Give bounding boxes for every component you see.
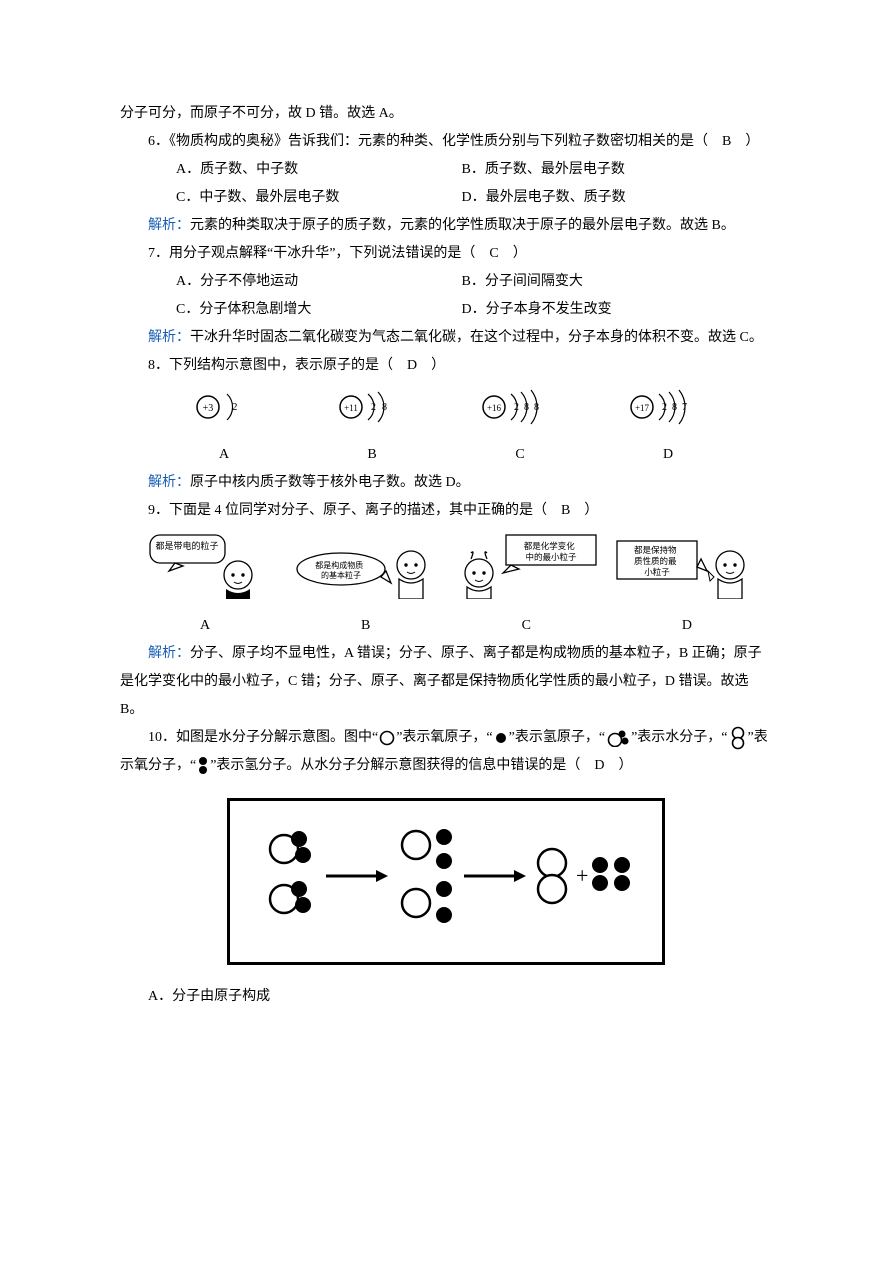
q8-atom-d: +17 2 8 7 D bbox=[594, 388, 742, 469]
q10-diagram: + bbox=[227, 798, 665, 965]
svg-text:+11: +11 bbox=[344, 403, 358, 413]
q9-analysis: 解析：分子、原子均不显电性，A 错误；分子、原子、离子都是构成物质的基本粒子，B… bbox=[120, 640, 772, 724]
q6-options-row1: A．质子数、中子数 B．质子数、最外层电子数 bbox=[120, 156, 772, 184]
oxygen-molecule-icon bbox=[729, 726, 747, 750]
q9-analysis-text: 分子、原子均不显电性，A 错误；分子、原子、离子都是构成物质的基本粒子，B 正确… bbox=[120, 646, 762, 717]
svg-text:7: 7 bbox=[682, 402, 687, 413]
student-icon: 都是保持物 质性质的最 小粒子 bbox=[612, 529, 762, 599]
svg-text:8: 8 bbox=[382, 402, 387, 413]
q7-stem: 7．用分子观点解释“干冰升华”，下列说法错误的是（ C ） bbox=[120, 240, 772, 268]
atom-diagram-icon: +17 2 8 7 bbox=[628, 388, 708, 426]
q10-stem-3: ”表示氢原子，“ bbox=[509, 730, 605, 745]
q8-analysis: 解析：原子中核内质子数等于核外电子数。故选 D。 bbox=[120, 469, 772, 497]
q9-student-c: 都是化学变化 中的最小粒子 C bbox=[451, 529, 601, 640]
intro-tail: 分子可分，而原子不可分，故 D 错。故选 A。 bbox=[120, 100, 772, 128]
svg-text:2: 2 bbox=[232, 401, 238, 413]
q10-diagram-wrap: + bbox=[120, 798, 772, 965]
q8-analysis-text: 原子中核内质子数等于核外电子数。故选 D。 bbox=[190, 475, 470, 490]
q10-stem-2: ”表示氧原子，“ bbox=[396, 730, 492, 745]
svg-text:8: 8 bbox=[534, 402, 539, 413]
svg-text:都是化学变化 中的最小粒子: 都是化学变化 中的最小粒子 bbox=[524, 538, 579, 562]
svg-text:2: 2 bbox=[662, 402, 667, 413]
q8-atom-a: +3 2 A bbox=[150, 388, 298, 469]
q9-student-a: 都是带电的粒子 A bbox=[130, 529, 280, 640]
q7-analysis: 解析：干冰升华时固态二氧化碳变为气态二氧化碳，在这个过程中，分子本身的体积不变。… bbox=[120, 324, 772, 352]
q8-label-a: A bbox=[150, 441, 298, 469]
q9-label-a: A bbox=[130, 612, 280, 640]
atom-diagram-icon: +3 2 bbox=[194, 388, 254, 426]
q9-students-row: 都是带电的粒子 A 都是构成物质 的基本粒子 bbox=[120, 525, 772, 640]
student-icon: 都是构成物质 的基本粒子 bbox=[291, 529, 441, 599]
q7-opt-b: B．分子间间隔变大 bbox=[462, 274, 583, 289]
oxygen-atom-icon bbox=[379, 730, 395, 746]
q8-label-b: B bbox=[298, 441, 446, 469]
q7-options-row2: C．分子体积急剧增大 D．分子本身不发生改变 bbox=[120, 296, 772, 324]
q6-analysis: 解析：元素的种类取决于原子的质子数，元素的化学性质取决于原子的最外层电子数。故选… bbox=[120, 212, 772, 240]
hydrogen-molecule-icon bbox=[197, 756, 209, 776]
q7-options-row1: A．分子不停地运动 B．分子间间隔变大 bbox=[120, 268, 772, 296]
svg-text:8: 8 bbox=[524, 402, 529, 413]
q7-opt-d: D．分子本身不发生改变 bbox=[462, 302, 612, 317]
q7-opt-c: C．分子体积急剧增大 bbox=[148, 296, 458, 324]
analysis-label: 解析： bbox=[148, 330, 190, 345]
svg-text:2: 2 bbox=[371, 402, 376, 413]
q8-atom-b: +11 2 8 B bbox=[298, 388, 446, 469]
student-icon: 都是带电的粒子 bbox=[130, 529, 280, 599]
q8-label-d: D bbox=[594, 441, 742, 469]
svg-text:都是带电的粒子: 都是带电的粒子 bbox=[155, 540, 218, 551]
q6-opt-d: D．最外层电子数、质子数 bbox=[462, 190, 626, 205]
student-icon: 都是化学变化 中的最小粒子 bbox=[451, 529, 601, 599]
q9-label-d: D bbox=[612, 612, 762, 640]
q6-options-row2: C．中子数、最外层电子数 D．最外层电子数、质子数 bbox=[120, 184, 772, 212]
water-decomposition-diagram: + bbox=[256, 821, 636, 931]
q8-stem: 8．下列结构示意图中，表示原子的是（ D ） bbox=[120, 352, 772, 380]
q6-opt-b: B．质子数、最外层电子数 bbox=[462, 162, 625, 177]
q6-opt-c: C．中子数、最外层电子数 bbox=[148, 184, 458, 212]
q9-stem: 9．下面是 4 位同学对分子、原子、离子的描述，其中正确的是（ B ） bbox=[120, 497, 772, 525]
svg-text:2: 2 bbox=[514, 402, 519, 413]
svg-text:8: 8 bbox=[672, 402, 677, 413]
svg-text:+: + bbox=[576, 863, 588, 888]
q9-student-b: 都是构成物质 的基本粒子 B bbox=[291, 529, 441, 640]
q7-opt-a: A．分子不停地运动 bbox=[148, 268, 458, 296]
q6-opt-a: A．质子数、中子数 bbox=[148, 156, 458, 184]
q9-label-c: C bbox=[451, 612, 601, 640]
hydrogen-atom-icon bbox=[494, 731, 508, 745]
q6-stem: 6．《物质构成的奥秘》告诉我们：元素的种类、化学性质分别与下列粒子数密切相关的是… bbox=[120, 128, 772, 156]
q10-stem-4: ”表示水分子，“ bbox=[631, 730, 727, 745]
q8-atoms-row: +3 2 A +11 2 8 B +16 bbox=[120, 380, 772, 469]
q10-opt-a: A．分子由原子构成 bbox=[120, 983, 772, 1011]
svg-text:都是构成物质 的基本粒子: 都是构成物质 的基本粒子 bbox=[315, 557, 367, 580]
q8-atom-c: +16 2 8 8 C bbox=[446, 388, 594, 469]
water-molecule-icon bbox=[606, 729, 630, 747]
svg-text:+3: +3 bbox=[203, 403, 214, 414]
q7-analysis-text: 干冰升华时固态二氧化碳变为气态二氧化碳，在这个过程中，分子本身的体积不变。故选 … bbox=[190, 330, 763, 345]
q9-student-d: 都是保持物 质性质的最 小粒子 D bbox=[612, 529, 762, 640]
q8-label-c: C bbox=[446, 441, 594, 469]
analysis-label: 解析： bbox=[148, 646, 190, 661]
svg-text:+17: +17 bbox=[635, 403, 650, 413]
q10-stem-6: ”表示氢分子。从水分子分解示意图获得的信息中错误的是（ D ） bbox=[210, 758, 632, 773]
analysis-label: 解析： bbox=[148, 475, 190, 490]
svg-text:+16: +16 bbox=[487, 403, 502, 413]
atom-diagram-icon: +16 2 8 8 bbox=[480, 388, 560, 426]
q6-analysis-text: 元素的种类取决于原子的质子数，元素的化学性质取决于原子的最外层电子数。故选 B。 bbox=[190, 218, 735, 233]
q9-label-b: B bbox=[291, 612, 441, 640]
q10-stem: 10．如图是水分子分解示意图。图中“ ”表示氧原子，“ ”表示氢原子，“ ”表示水分子… bbox=[120, 724, 772, 780]
analysis-label: 解析： bbox=[148, 218, 190, 233]
q10-stem-1: 10．如图是水分子分解示意图。图中“ bbox=[148, 730, 378, 745]
atom-diagram-icon: +11 2 8 bbox=[337, 388, 407, 426]
